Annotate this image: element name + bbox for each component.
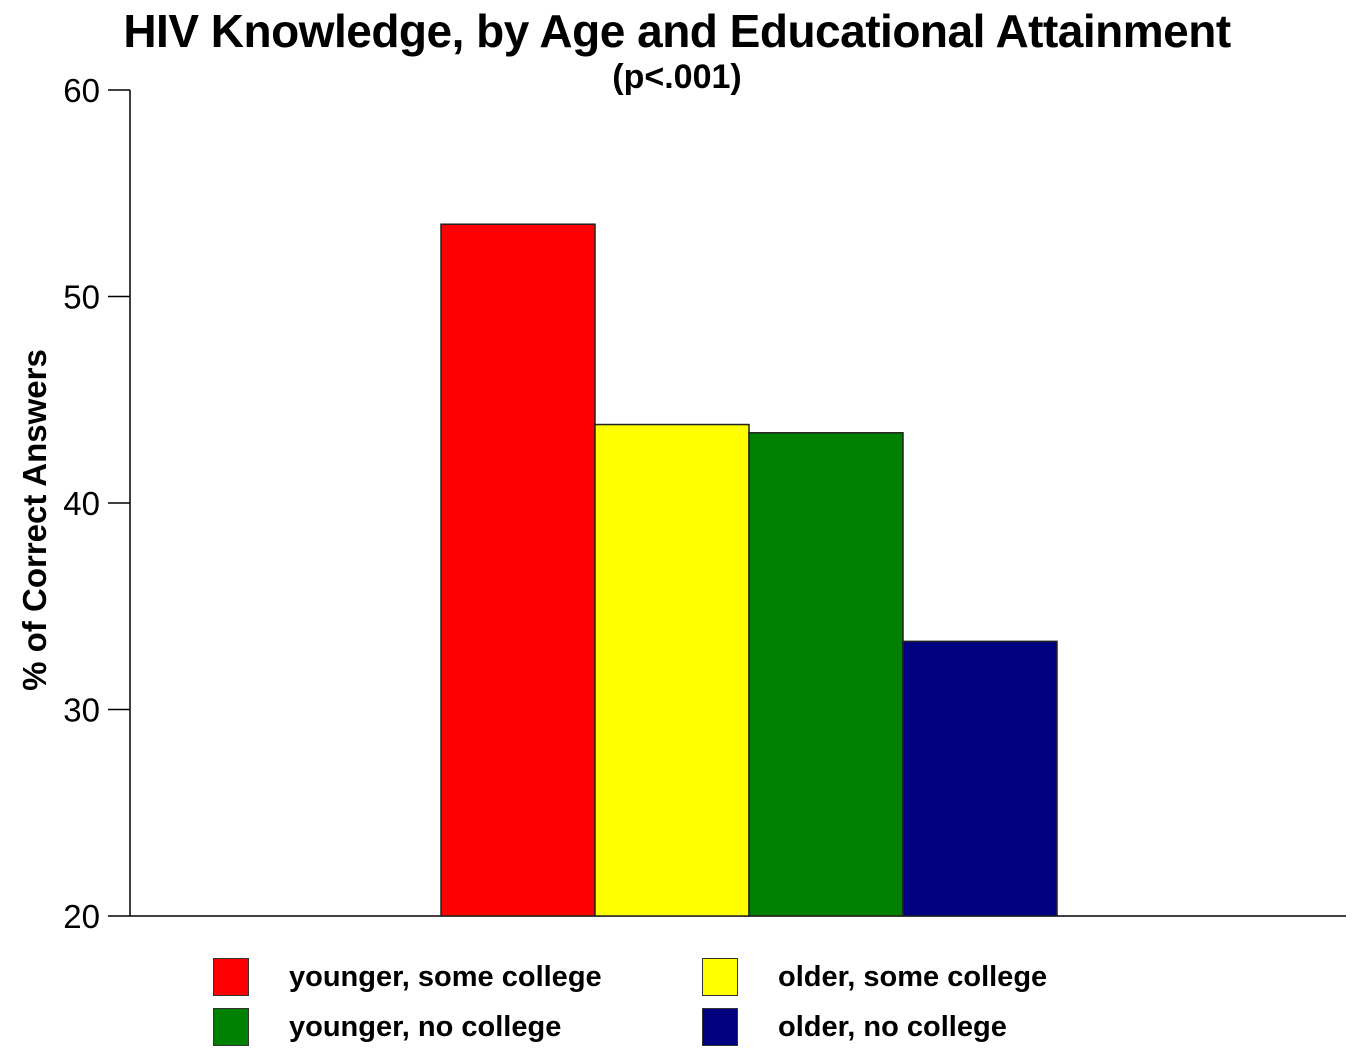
bar-older-some-college bbox=[594, 423, 750, 917]
axes: 20 30 40 50 60 bbox=[63, 72, 1346, 935]
y-tick-label: 60 bbox=[63, 72, 100, 109]
bars bbox=[440, 223, 1058, 917]
y-tick-label: 50 bbox=[63, 279, 100, 316]
y-tick-label: 20 bbox=[63, 898, 100, 935]
chart-subtitle: (p<.001) bbox=[612, 58, 742, 96]
y-tick-label: 40 bbox=[63, 485, 100, 522]
chart-title: HIV Knowledge, by Age and Educational At… bbox=[123, 5, 1231, 57]
bar-younger-some-college bbox=[440, 223, 596, 917]
bar-older-no-college bbox=[902, 640, 1058, 917]
y-axis-label: % of Correct Answers bbox=[16, 349, 53, 691]
y-tick-label: 30 bbox=[63, 692, 100, 729]
bar-younger-no-college bbox=[748, 432, 904, 917]
